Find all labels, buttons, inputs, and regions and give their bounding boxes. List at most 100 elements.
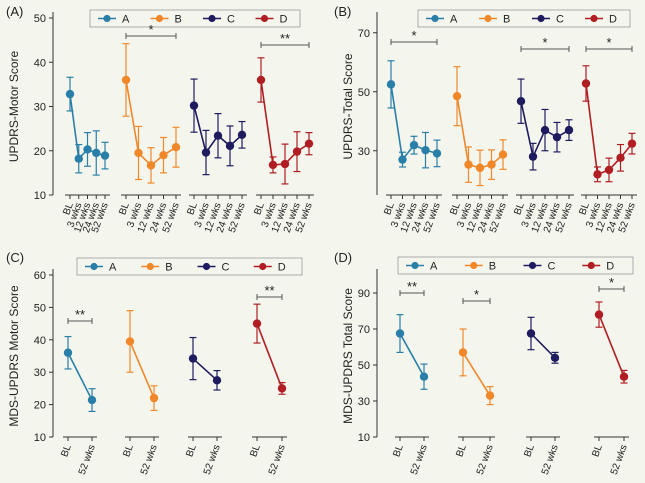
legend-marker-A <box>431 14 439 23</box>
data-point <box>292 147 302 156</box>
data-point <box>616 153 625 163</box>
y-tick-label: 40 <box>34 335 46 347</box>
data-point <box>528 152 538 161</box>
data-point <box>189 101 199 110</box>
data-point <box>87 395 97 405</box>
data-point <box>100 151 110 160</box>
x-tick-label: 52 wks <box>202 443 223 476</box>
legend-label-D: D <box>280 14 288 26</box>
y-tick-label: 60 <box>34 270 46 282</box>
legend-marker-A <box>103 14 111 23</box>
x-tick-label: BL <box>522 443 537 459</box>
legend-box <box>76 257 303 276</box>
x-tick-label: BL <box>448 201 463 217</box>
data-point <box>540 125 550 135</box>
legend-marker-A <box>411 261 419 270</box>
series-C: BL 52 wks <box>184 336 223 476</box>
significance-label: * <box>474 287 479 302</box>
data-point <box>74 154 83 163</box>
data-point <box>63 348 73 357</box>
y-tick-label: 70 <box>358 28 370 40</box>
x-tick-label: BL <box>454 443 469 459</box>
data-point <box>304 139 314 148</box>
series-line-D <box>256 323 283 389</box>
data-point <box>125 337 135 346</box>
data-point <box>212 376 222 385</box>
legend-marker-B <box>146 262 154 271</box>
data-point <box>386 80 396 89</box>
legend-label-C: C <box>227 14 235 26</box>
legend-label-A: A <box>122 14 130 26</box>
x-tick-label: BL <box>248 443 263 459</box>
data-point <box>159 150 168 160</box>
legend-marker-B <box>155 14 164 23</box>
x-tick-label: BL <box>117 201 132 217</box>
data-point <box>581 79 591 88</box>
series-D: BL 52 wks <box>248 303 288 476</box>
legend-label-D: D <box>609 14 617 26</box>
data-point <box>188 354 198 363</box>
significance-label: ** <box>264 283 274 298</box>
legend-label-A: A <box>109 262 117 274</box>
y-axis-label: MDS-UPDRS Motor Score <box>7 285 21 427</box>
data-point <box>256 75 266 85</box>
series-B: BL 52 wks <box>121 310 160 476</box>
y-tick-label: 30 <box>34 102 46 114</box>
legend-label-A: A <box>450 14 458 26</box>
data-point <box>149 393 159 403</box>
panel-c: (C) 10 20 30 40 50 60 MDS-UPDRS Motor Score A B C D… <box>6 250 303 476</box>
y-tick-label: 20 <box>34 146 46 158</box>
y-axis-label: UPDRS-Total Score <box>341 53 355 159</box>
x-tick-label: 52 wks <box>409 443 430 476</box>
y-tick-label: 50 <box>358 360 370 372</box>
significance-label: * <box>148 22 153 37</box>
significance-label: ** <box>75 307 85 322</box>
series-line-D <box>598 314 625 377</box>
legend-label-C: C <box>548 261 556 273</box>
series-A: BL 52 wks <box>59 335 98 476</box>
significance-label: ** <box>280 31 290 46</box>
data-point <box>65 89 75 99</box>
y-axis-label: UPDRS-Motor Score <box>7 50 21 162</box>
x-tick-label: 52 wks <box>139 443 160 476</box>
series-line-B <box>462 351 491 397</box>
legend-marker-D <box>260 14 269 23</box>
legend-label-B: B <box>503 14 510 26</box>
legend-marker-C <box>537 14 545 23</box>
significance-label: ** <box>407 279 417 294</box>
significance-label: * <box>542 35 547 50</box>
y-tick-label: 30 <box>34 367 46 379</box>
data-point <box>83 145 92 154</box>
data-point <box>409 140 419 150</box>
data-point <box>487 160 496 169</box>
data-point <box>593 170 602 179</box>
panel-label: (C) <box>6 250 24 265</box>
data-point <box>121 75 131 85</box>
x-tick-label: BL <box>185 201 200 217</box>
x-tick-label: BL <box>59 443 74 459</box>
series-line-C <box>530 332 556 359</box>
legend-marker-B <box>470 261 478 270</box>
x-tick-label: BL <box>61 201 76 217</box>
data-point <box>134 148 143 158</box>
legend-box <box>417 9 631 28</box>
data-point <box>171 143 181 152</box>
legend-box <box>397 256 634 275</box>
legend-marker-A <box>90 262 98 271</box>
legend-label-C: C <box>222 262 230 274</box>
x-tick-label: 52 wks <box>609 443 630 476</box>
y-tick-label: 50 <box>34 13 46 25</box>
data-point <box>550 353 560 362</box>
data-point <box>594 310 604 319</box>
legend-label-B: B <box>165 262 172 274</box>
data-point <box>277 384 287 393</box>
data-point <box>268 160 278 170</box>
panel-b: (B) 30 50 70 UPDRS-Total Score A B C D BL3 wks12 … <box>334 4 638 234</box>
data-point <box>498 150 508 159</box>
series-C: BL 52 wks <box>522 316 561 476</box>
